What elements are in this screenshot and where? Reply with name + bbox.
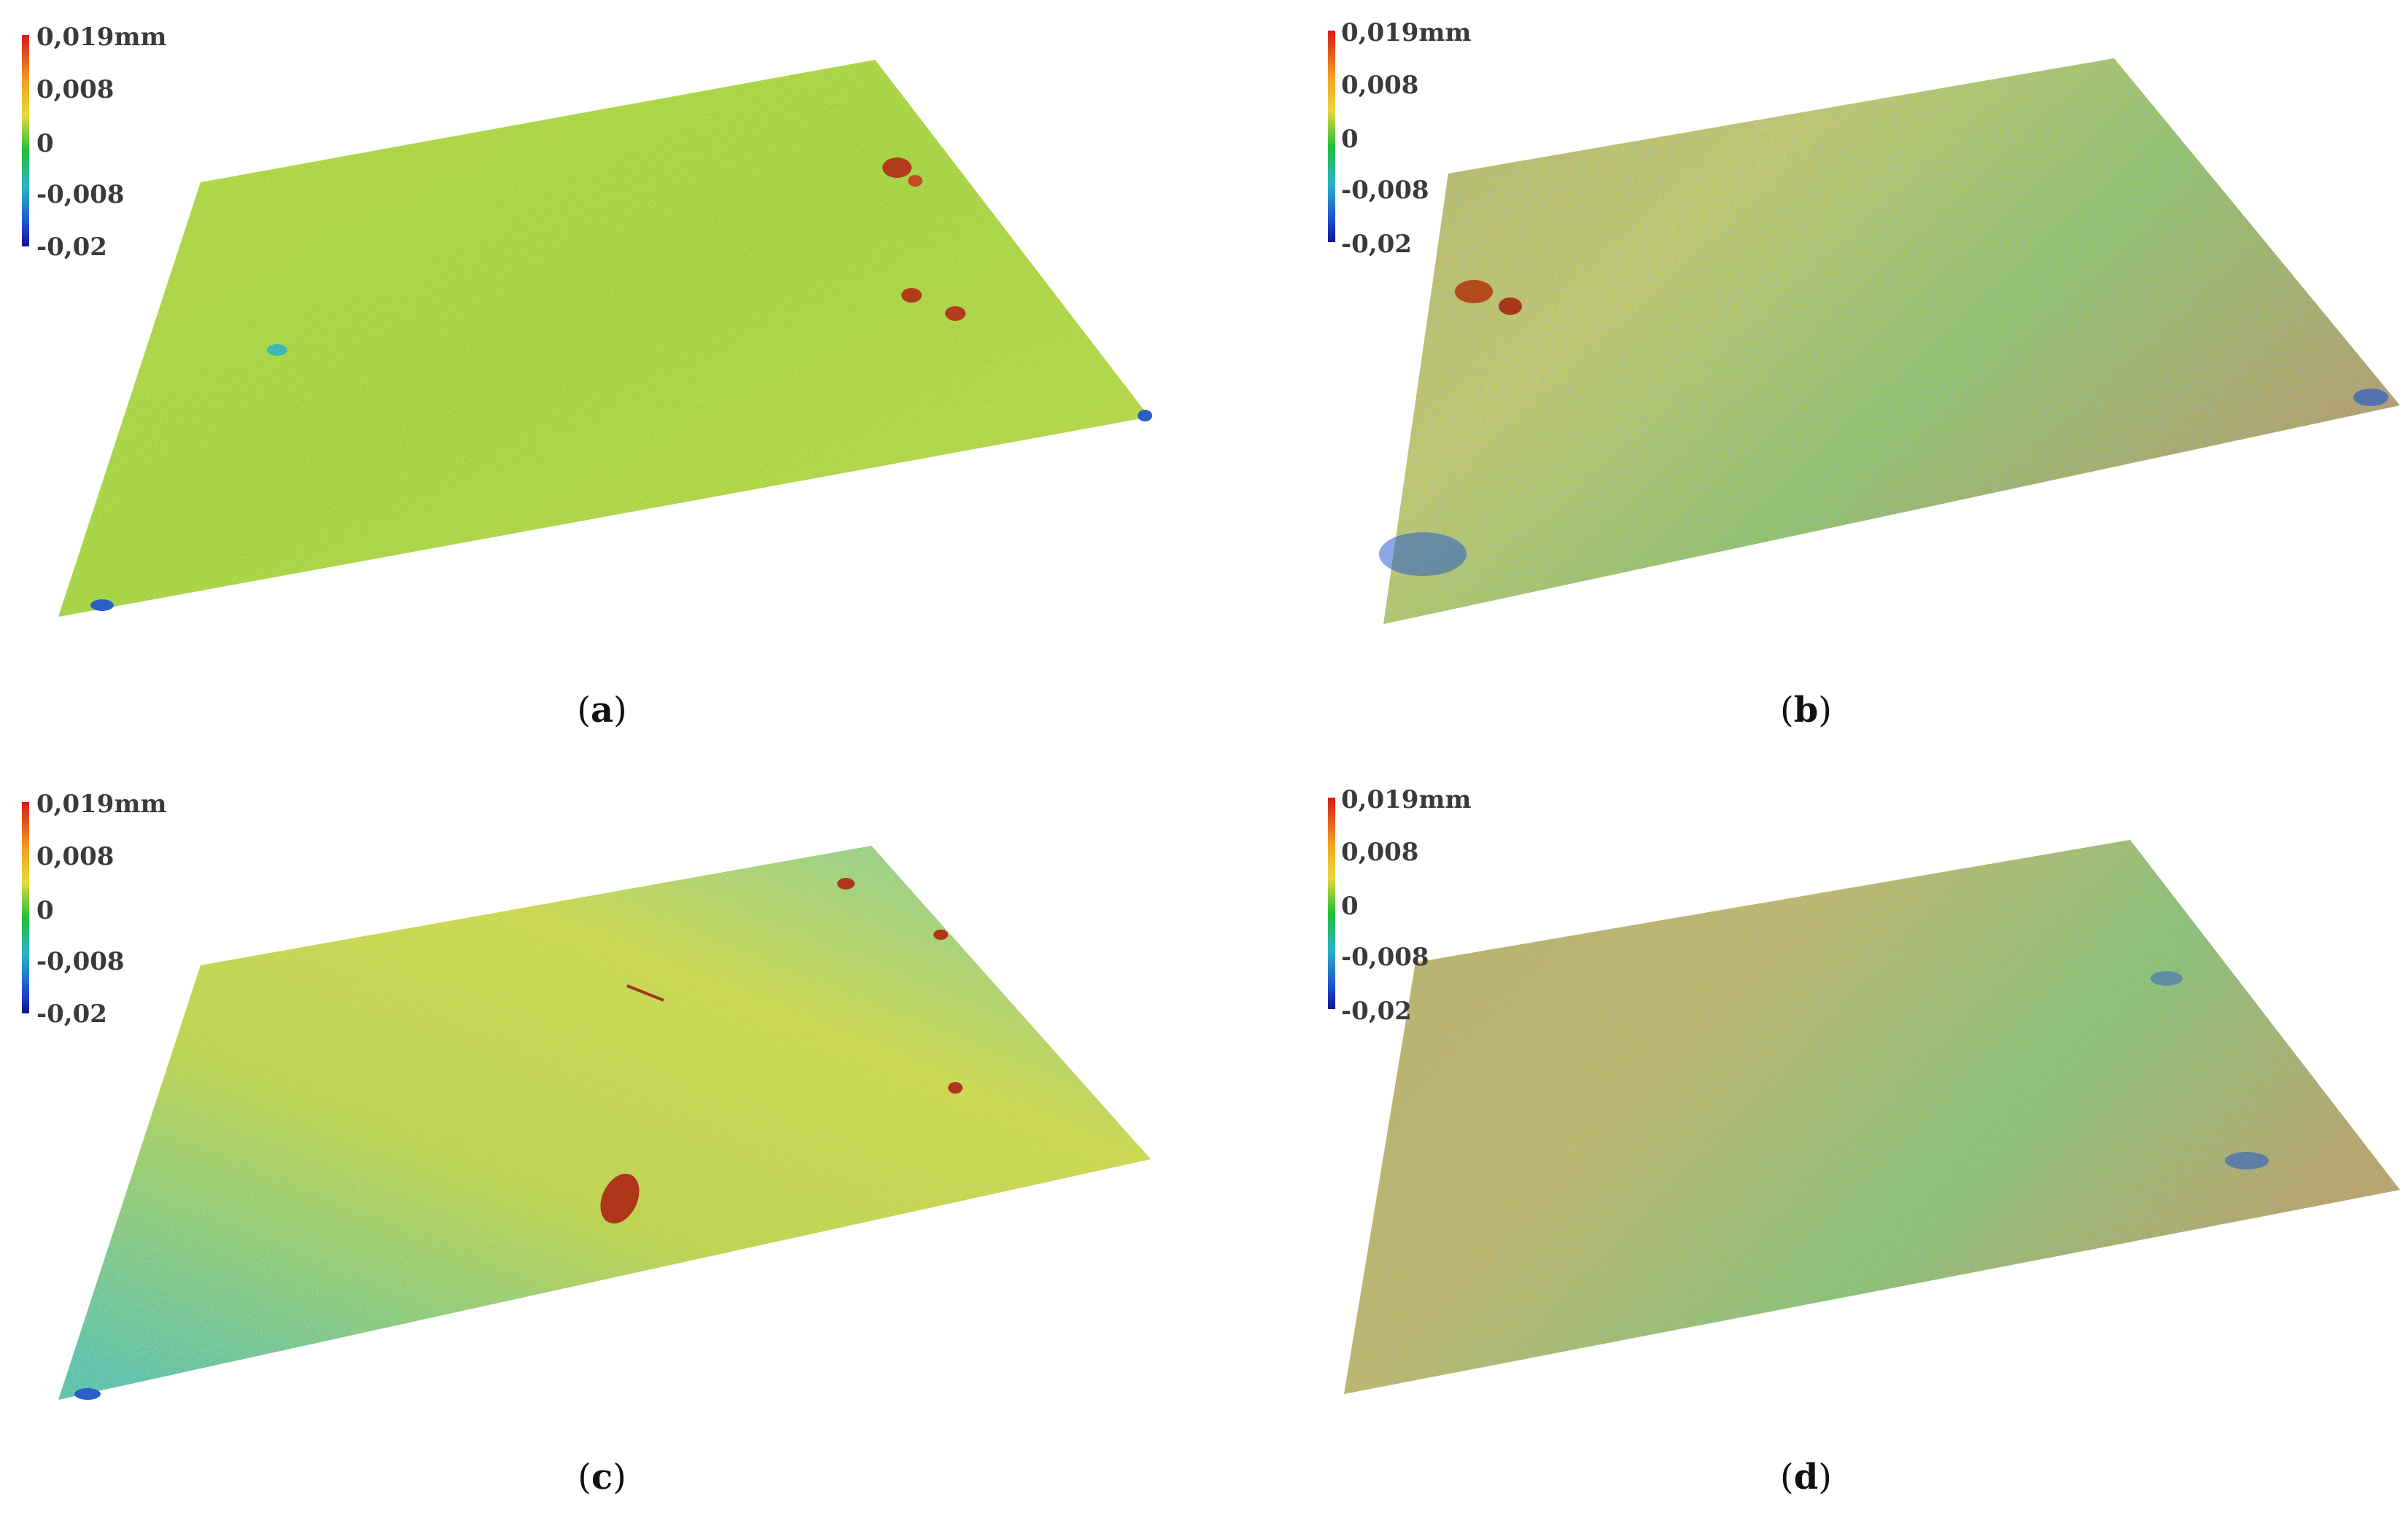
panel-b: 0,019mm 0,008 0 -0,008 -0,02 (b) [1204, 0, 2408, 767]
colorbar-tick: 0 [36, 896, 54, 925]
defect-spot [882, 157, 912, 178]
colorbar-tick: 0,008 [1341, 838, 1419, 867]
panel-caption: (a) [577, 690, 627, 731]
colorbar-tick: -0,02 [1341, 230, 1412, 259]
colorbar-tick: -0,02 [36, 1000, 107, 1029]
surface-map-b [1379, 58, 2400, 624]
colorbar-tick: -0,008 [36, 947, 125, 976]
panel-a: 0,019mm 0,008 0 -0,008 -0,02 (a) [0, 0, 1204, 767]
colorbar-tick: 0,008 [1341, 71, 1419, 100]
colorbar-tick: 0,008 [36, 75, 114, 104]
colorbar-tick: 0,019mm [36, 23, 167, 52]
panel-d: 0,019mm 0,008 0 -0,008 -0,02 (d) [1204, 767, 2408, 1534]
colorbar-tick: -0,02 [1341, 997, 1412, 1026]
colorbar-tick: 0 [36, 129, 54, 158]
colorbar-tick: 0,019mm [1341, 18, 1472, 47]
panel-label: a [590, 690, 614, 731]
panel-label: c [591, 1457, 613, 1498]
colorbar-tick: -0,02 [36, 233, 107, 262]
colorbar-tick: 0,019mm [1341, 785, 1472, 814]
panel-label: d [1793, 1457, 1819, 1498]
colorbar-tick: 0 [1341, 125, 1359, 154]
panel-caption: (d) [1779, 1457, 1833, 1498]
panel-c: 0,019mm 0,008 0 -0,008 -0,02 (c) [0, 767, 1204, 1534]
colorbar [22, 35, 29, 246]
colorbar [22, 802, 29, 1013]
panel-caption: (b) [1779, 690, 1833, 731]
surface-map-c [58, 846, 1151, 1400]
colorbar-tick: -0,008 [36, 180, 125, 209]
colorbar-tick: -0,008 [1341, 176, 1429, 205]
colorbar-tick: 0 [1341, 892, 1359, 921]
colorbar-tick: 0,019mm [36, 790, 167, 819]
surface-map-a [58, 60, 1152, 617]
surface-map-d [1344, 840, 2400, 1394]
colorbar-tick: 0,008 [36, 842, 114, 871]
panel-caption: (c) [578, 1457, 626, 1498]
colorbar-tick: -0,008 [1341, 943, 1429, 972]
panel-label: b [1793, 690, 1819, 731]
colorbar [1328, 798, 1335, 1009]
colorbar [1328, 31, 1335, 242]
